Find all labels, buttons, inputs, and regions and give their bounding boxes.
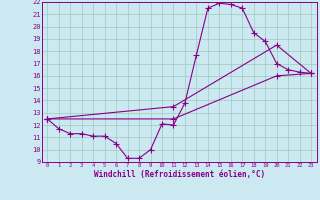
X-axis label: Windchill (Refroidissement éolien,°C): Windchill (Refroidissement éolien,°C) [94,170,265,179]
